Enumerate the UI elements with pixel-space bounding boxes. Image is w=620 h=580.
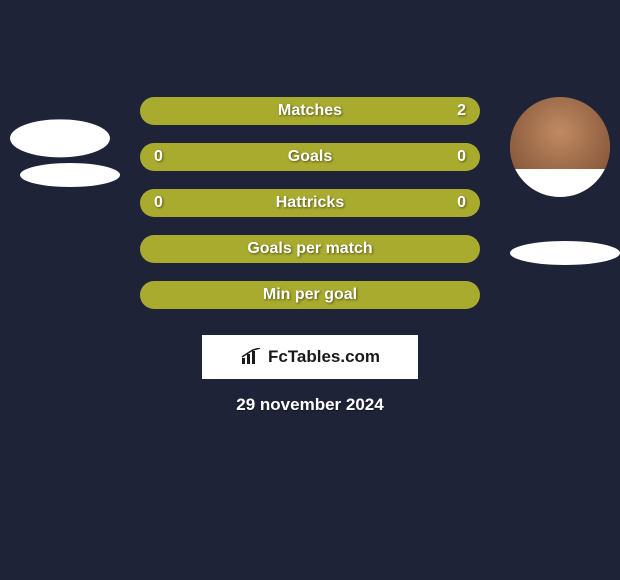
stat-bar-label: Goals [288,148,332,166]
player-right-avatar [510,97,610,197]
stat-bar: Goals per match [140,235,480,263]
bar-chart-icon [240,348,262,366]
stat-bar-label: Matches [278,102,342,120]
stat-bar-value-left: 0 [154,148,163,166]
stat-bar-label: Hattricks [276,194,344,212]
stat-bar-value-right: 2 [457,102,466,120]
stat-bar-value-left: 0 [154,194,163,212]
logo-text: FcTables.com [268,347,380,367]
avatar-shirt [510,169,610,197]
stat-bar: Hattricks 0 0 [140,189,480,217]
stat-bar-value-right: 0 [457,148,466,166]
player-left-avatar-placeholder [10,119,110,157]
player-left-pill [20,163,120,187]
stat-bar: Matches 2 [140,97,480,125]
stat-bar-value-right: 0 [457,194,466,212]
logo-box: FcTables.com [202,335,418,379]
comparison-content: Matches 2 Goals 0 0 Hattricks 0 0 Goals per matc… [0,97,620,415]
date-text: 29 november 2024 [0,395,620,415]
player-right-pill [510,241,620,265]
stat-bar-label: Goals per match [247,240,372,258]
stat-bar: Min per goal [140,281,480,309]
stat-bar: Goals 0 0 [140,143,480,171]
stat-bar-label: Min per goal [263,286,357,304]
stat-bars: Matches 2 Goals 0 0 Hattricks 0 0 Goals per matc… [140,97,480,309]
